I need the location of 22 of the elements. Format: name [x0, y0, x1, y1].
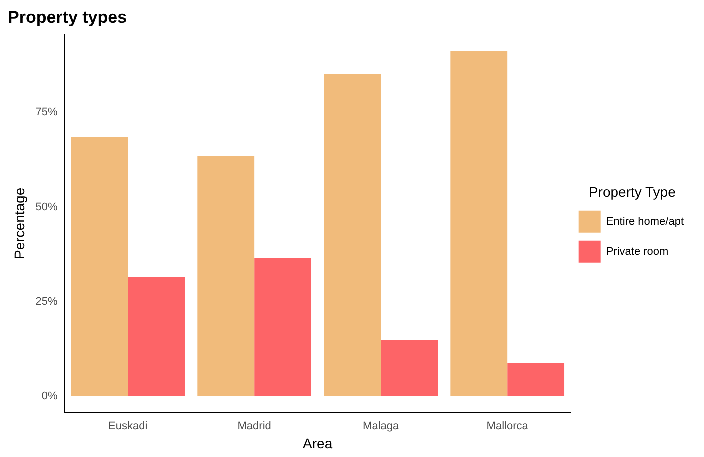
y-tick-label: 75% — [36, 106, 58, 119]
bar — [508, 363, 565, 396]
y-tick-label: 25% — [36, 296, 58, 308]
bar — [324, 74, 382, 396]
bar — [381, 340, 438, 396]
chart-title: Property types — [8, 8, 128, 27]
legend-label: Entire home/apt — [606, 216, 684, 228]
x-tick-label: Euskadi — [108, 420, 148, 433]
y-axis-title: Percentage — [11, 188, 28, 260]
legend-label: Private room — [606, 246, 669, 258]
y-tick-label: 0% — [42, 390, 58, 402]
bar — [198, 156, 255, 396]
legend-title: Property Type — [588, 184, 676, 200]
x-axis-title: Area — [303, 435, 333, 452]
x-tick-label: Madrid — [238, 420, 272, 433]
y-tick-label: 50% — [36, 201, 58, 214]
x-tick-label: Malaga — [363, 420, 400, 433]
bar — [450, 51, 508, 396]
x-tick-label: Mallorca — [486, 420, 530, 433]
bar — [254, 258, 312, 396]
bar — [128, 277, 185, 396]
bar — [71, 137, 128, 396]
